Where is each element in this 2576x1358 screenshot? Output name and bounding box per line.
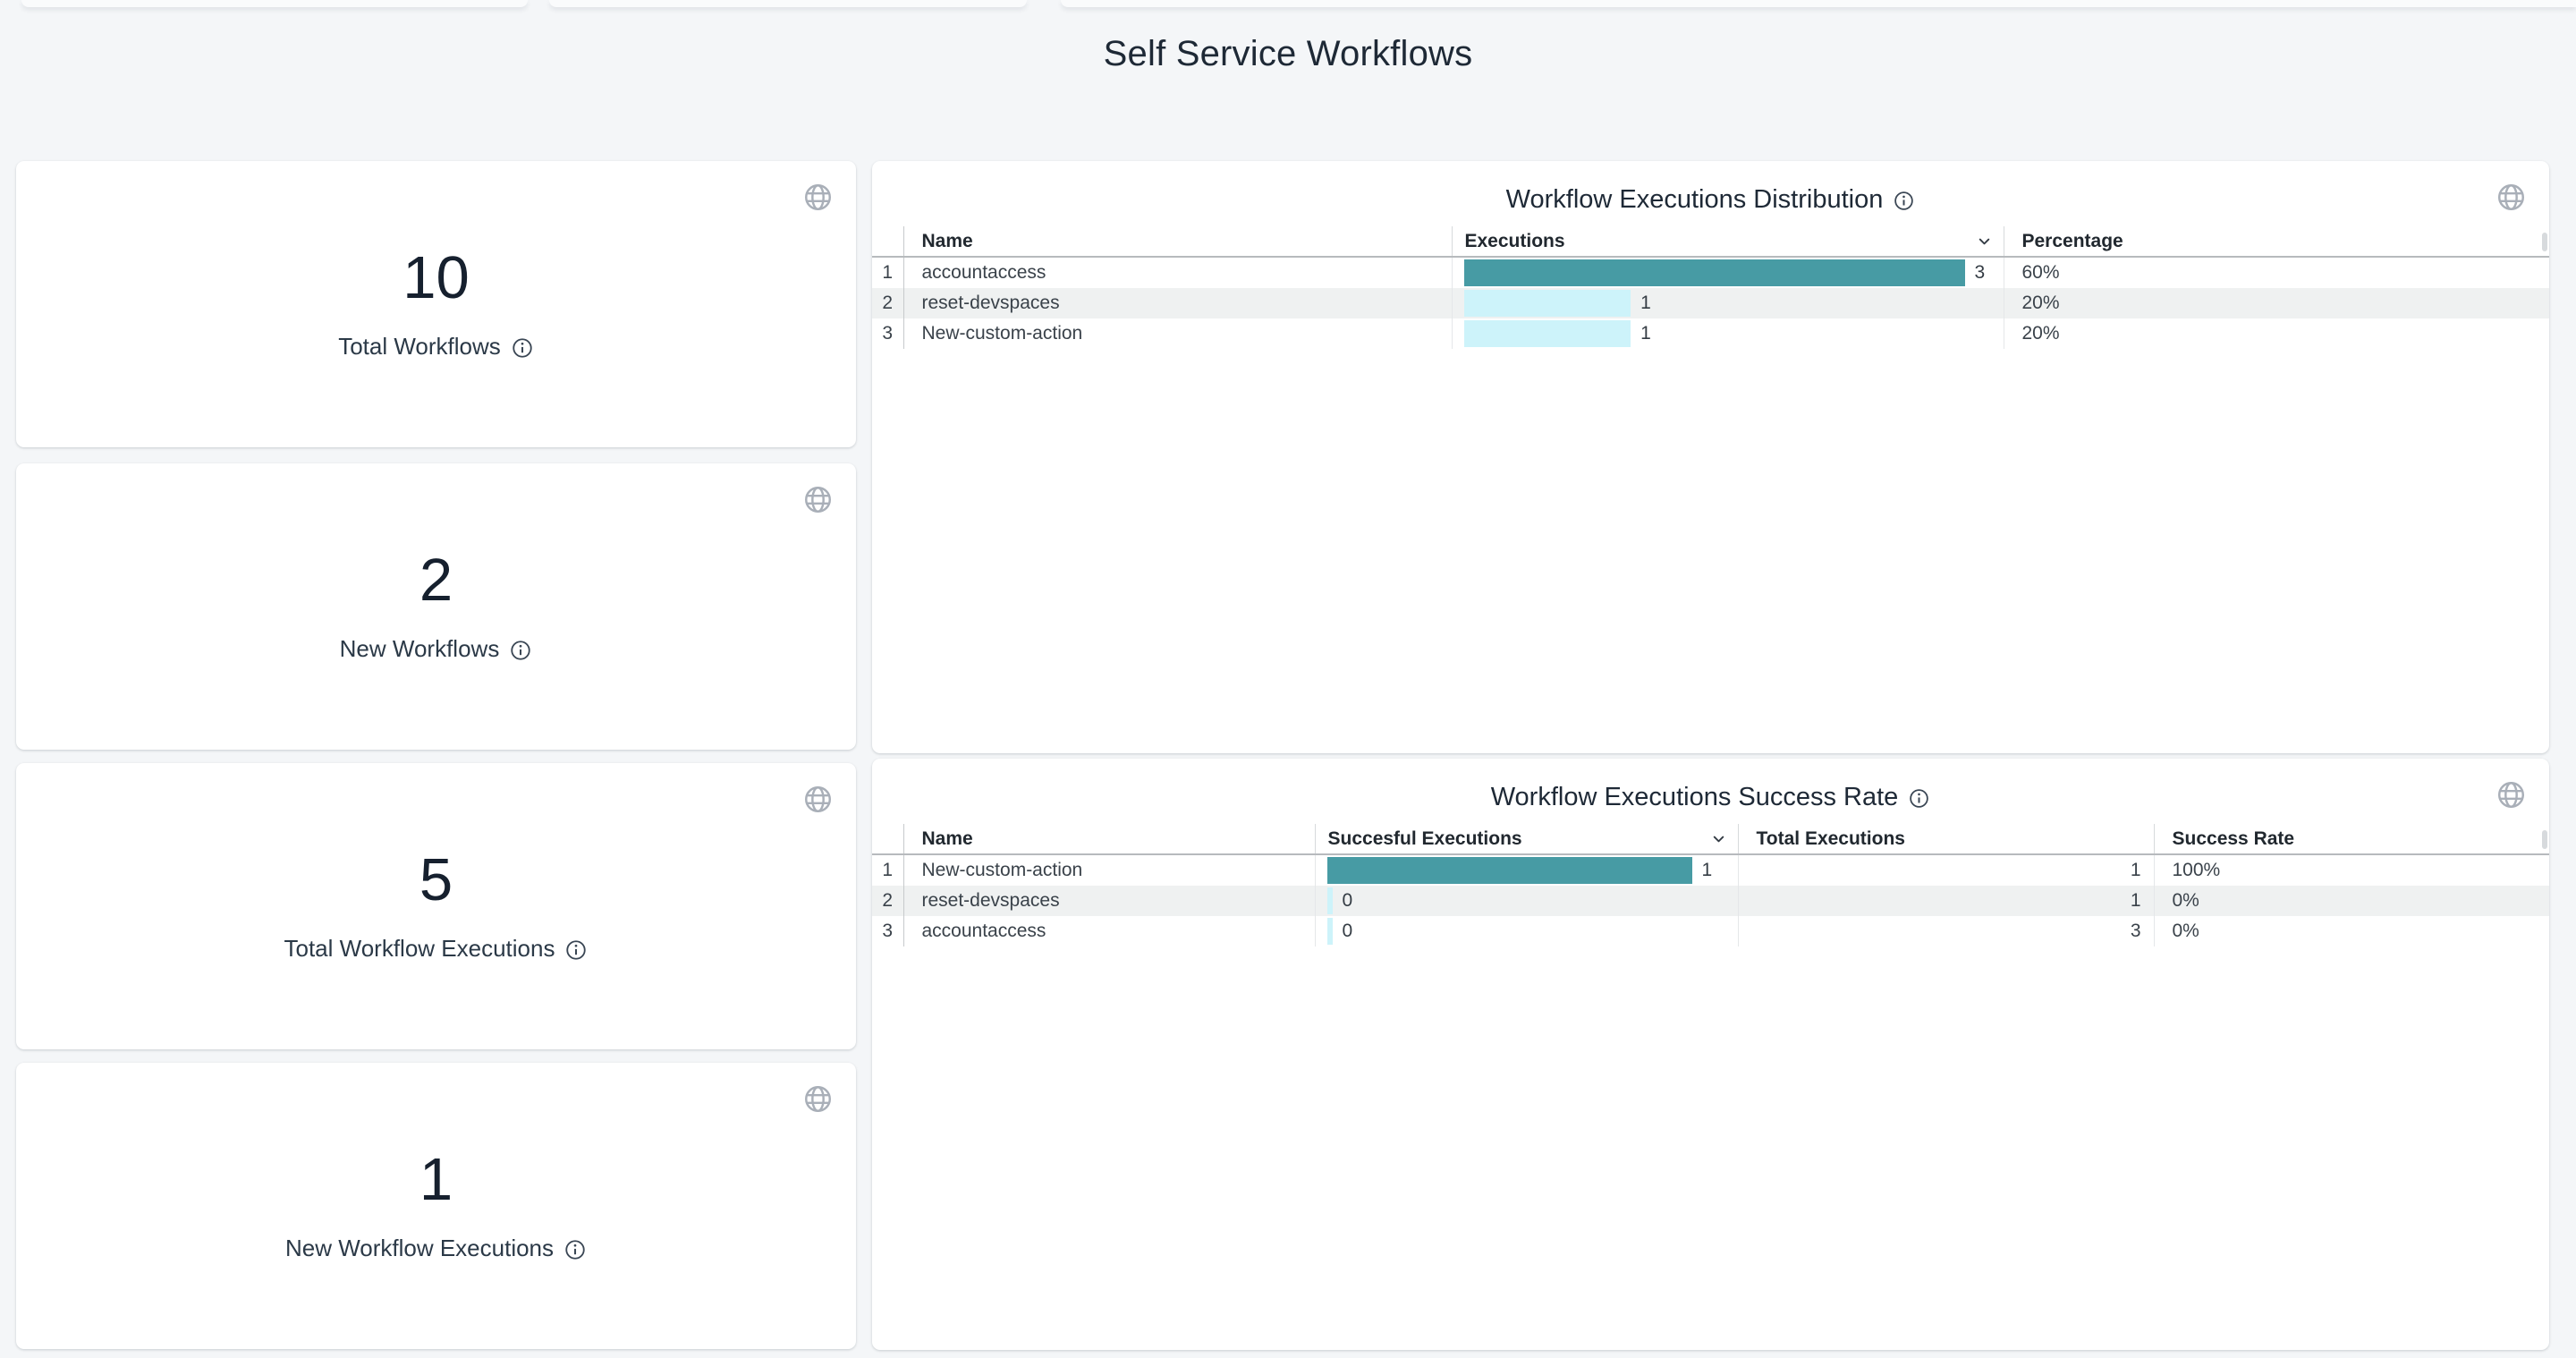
column-header-name[interactable]: Name: [902, 824, 1315, 855]
column-header-label: Name: [921, 828, 973, 849]
globe-icon[interactable]: [801, 1082, 835, 1116]
row-number: 2: [872, 288, 904, 318]
cell-successful_executions: 0: [1314, 886, 1738, 916]
stat-card-new-workflow-executions: 1 New Workflow Executions: [16, 1063, 856, 1349]
bar-value-label: 1: [1640, 323, 1651, 344]
column-header-successful_executions[interactable]: Succesful Executions: [1314, 824, 1738, 855]
cell-success_rate: 100%: [2153, 854, 2549, 886]
cell-executions: 3: [1451, 257, 2004, 288]
value-bar: [1463, 320, 1631, 347]
value-bar: [1463, 290, 1631, 317]
stat-label: Total Workflow Executions: [284, 935, 555, 962]
globe-icon[interactable]: [801, 783, 835, 816]
row-number: 3: [872, 916, 904, 946]
info-icon[interactable]: [564, 1238, 587, 1261]
stat-value: 5: [419, 846, 453, 913]
globe-icon[interactable]: [2495, 778, 2528, 811]
info-icon[interactable]: [564, 938, 588, 962]
row-number: 3: [872, 318, 904, 349]
table-card-workflow-executions-distribution: Workflow Executions Distribution Name Exe…: [872, 161, 2549, 753]
page-title: Self Service Workflows: [1103, 34, 1473, 73]
value-bar: [1463, 259, 1965, 286]
scrolled-card-edge: [549, 0, 1027, 7]
column-header-label: Success Rate: [2172, 828, 2295, 849]
cell-executions: 1: [1451, 318, 2004, 349]
stat-value: 10: [402, 244, 470, 311]
globe-icon[interactable]: [801, 181, 835, 214]
cell-percentage: 60%: [2003, 257, 2549, 288]
cell-name: New-custom-action: [902, 318, 1452, 349]
cell-name: reset-devspaces: [902, 288, 1452, 318]
value-bar: [1326, 857, 1692, 884]
chevron-down-icon[interactable]: [1708, 828, 1729, 849]
table-row: 3 accountaccess 0 3 0%: [872, 916, 2549, 946]
cell-percentage: 20%: [2003, 318, 2549, 349]
value-bar: [1326, 887, 1333, 914]
widget-title: Workflow Executions Distribution: [1505, 184, 1884, 214]
column-header-label: Name: [921, 230, 973, 251]
globe-icon[interactable]: [2495, 181, 2528, 214]
cell-total_executions: 1: [1737, 854, 2154, 886]
stat-value: 1: [419, 1146, 453, 1213]
scrolled-card-edge: [21, 0, 528, 7]
table-row: 3 New-custom-action 1 20%: [872, 318, 2549, 349]
cell-successful_executions: 1: [1314, 854, 1738, 886]
row-number-column-header: [872, 226, 904, 258]
bar-value-label: 1: [1640, 293, 1651, 313]
table-row: 1 New-custom-action 1 1 100%: [872, 854, 2549, 886]
bar-value-label: 0: [1342, 921, 1353, 941]
stat-label: New Workflow Executions: [284, 1235, 555, 1261]
row-number: 1: [872, 854, 904, 886]
cell-success_rate: 0%: [2153, 916, 2549, 946]
cell-name: accountaccess: [902, 916, 1315, 946]
column-header-label: Succesful Executions: [1327, 828, 1522, 849]
widget-title: Workflow Executions Success Rate: [1490, 782, 1899, 811]
column-header-executions[interactable]: Executions: [1451, 226, 2004, 258]
column-header-label: Total Executions: [1756, 828, 1905, 849]
stat-card-new-workflows: 2 New Workflows: [16, 463, 856, 750]
cell-success_rate: 0%: [2153, 886, 2549, 916]
cell-successful_executions: 0: [1314, 916, 1738, 946]
stat-card-total-workflows: 10 Total Workflows: [16, 161, 856, 447]
stat-label: Total Workflows: [338, 333, 501, 360]
stat-card-total-workflow-executions: 5 Total Workflow Executions: [16, 763, 856, 1049]
table-scrollbar[interactable]: [2542, 830, 2547, 849]
column-header-total_executions[interactable]: Total Executions: [1737, 824, 2154, 855]
bar-value-label: 3: [1974, 262, 1986, 283]
table-row: 1 accountaccess 3 60%: [872, 257, 2549, 288]
cell-percentage: 20%: [2003, 288, 2549, 318]
info-icon[interactable]: [1908, 787, 1930, 810]
table-card-workflow-executions-success-rate: Workflow Executions Success Rate Name Suc…: [872, 759, 2549, 1350]
column-header-name[interactable]: Name: [902, 226, 1452, 258]
cell-total_executions: 1: [1737, 886, 2154, 916]
column-header-percentage[interactable]: Percentage: [2003, 226, 2549, 258]
cell-executions: 1: [1451, 288, 2004, 318]
column-header-label: Executions: [1464, 230, 1565, 251]
row-number: 1: [872, 257, 904, 288]
cell-name: accountaccess: [902, 257, 1452, 288]
chevron-down-icon[interactable]: [1974, 231, 1995, 251]
info-icon[interactable]: [1893, 190, 1915, 212]
row-number-column-header: [872, 824, 904, 855]
scrolled-card-edge: [1061, 0, 2576, 7]
bar-value-label: 1: [1701, 860, 1713, 880]
globe-icon[interactable]: [801, 483, 835, 516]
executions-distribution-table: Name Executions Percentage 1 accountaccess 3…: [872, 226, 2549, 349]
column-header-label: Percentage: [2021, 230, 2123, 251]
stat-value: 2: [419, 547, 453, 614]
executions-success-rate-table: Name Succesful Executions Total Executions…: [872, 824, 2549, 946]
row-number: 2: [872, 886, 904, 916]
cell-name: reset-devspaces: [902, 886, 1315, 916]
cell-total_executions: 3: [1737, 916, 2154, 946]
bar-value-label: 0: [1342, 890, 1353, 911]
table-row: 2 reset-devspaces 1 20%: [872, 288, 2549, 318]
cell-name: New-custom-action: [902, 854, 1315, 886]
table-scrollbar[interactable]: [2542, 233, 2547, 251]
column-header-success_rate[interactable]: Success Rate: [2153, 824, 2549, 855]
info-icon[interactable]: [511, 336, 534, 360]
stat-label: New Workflows: [339, 635, 500, 662]
info-icon[interactable]: [509, 639, 532, 662]
value-bar: [1326, 918, 1333, 945]
table-row: 2 reset-devspaces 0 1 0%: [872, 886, 2549, 916]
